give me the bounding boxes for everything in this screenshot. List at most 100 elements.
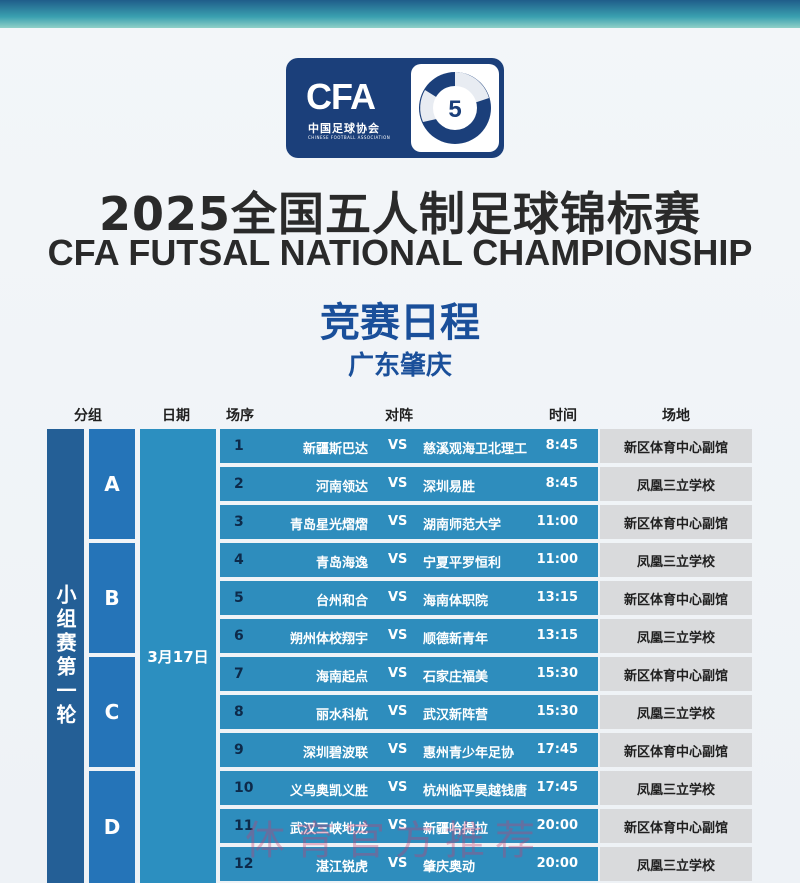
vs-label: VS bbox=[388, 742, 408, 757]
stage-cell: 小组赛第一轮 bbox=[47, 429, 84, 883]
home-team: 深圳碧波联 bbox=[302, 746, 368, 761]
match-row: 5 台州和合 VS 海南体职院 13:15 bbox=[220, 581, 598, 615]
away-team: 惠州青少年足协 bbox=[423, 746, 515, 761]
match-number: 2 bbox=[234, 476, 244, 492]
match-row: 10 义乌奥凯义胜 VS 杭州临平昊越钱唐 17:45 bbox=[220, 771, 598, 805]
away-team: 海南体职院 bbox=[423, 594, 489, 609]
match-time: 8:45 bbox=[545, 476, 578, 491]
match-time: 17:45 bbox=[536, 780, 578, 795]
match-row: 7 海南起点 VS 石家庄福美 15:30 bbox=[220, 657, 598, 691]
vs-label: VS bbox=[388, 438, 408, 453]
home-team: 义乌奥凯义胜 bbox=[289, 784, 368, 799]
match-venue: 新区体育中心副馆 bbox=[600, 581, 752, 615]
home-team: 海南起点 bbox=[315, 670, 368, 685]
match-number: 4 bbox=[234, 552, 244, 568]
away-team: 顺德新青年 bbox=[423, 632, 489, 647]
away-team: 武汉新阵营 bbox=[423, 708, 489, 723]
home-team: 湛江锐虎 bbox=[315, 860, 368, 875]
match-venue: 凤凰三立学校 bbox=[600, 695, 752, 729]
away-team: 深圳易胜 bbox=[423, 480, 476, 495]
header-venue: 场地 bbox=[662, 408, 690, 424]
match-venue: 新区体育中心副馆 bbox=[600, 809, 752, 843]
match-number: 8 bbox=[234, 704, 244, 720]
vs-label: VS bbox=[388, 628, 408, 643]
match-time: 15:30 bbox=[536, 704, 578, 719]
match-venue: 新区体育中心副馆 bbox=[600, 429, 752, 463]
home-team: 丽水科航 bbox=[315, 708, 368, 723]
away-team: 慈溪观海卫北理工 bbox=[423, 442, 528, 457]
vs-label: VS bbox=[388, 590, 408, 605]
match-venue: 凤凰三立学校 bbox=[600, 771, 752, 805]
away-team: 杭州临平昊越钱唐 bbox=[423, 784, 528, 799]
group-b-cell: B bbox=[89, 543, 135, 653]
vs-label: VS bbox=[388, 704, 408, 719]
header-group: 分组 bbox=[74, 408, 102, 424]
match-venue: 凤凰三立学校 bbox=[600, 847, 752, 881]
date-cell: 3月17日 bbox=[140, 429, 216, 883]
match-row: 9 深圳碧波联 VS 惠州青少年足协 17:45 bbox=[220, 733, 598, 767]
svg-text:5: 5 bbox=[448, 96, 461, 123]
vs-label: VS bbox=[388, 780, 408, 795]
vs-label: VS bbox=[388, 476, 408, 491]
match-row: 1 新疆斯巴达 VS 慈溪观海卫北理工 8:45 bbox=[220, 429, 598, 463]
away-team: 宁夏平罗恒利 bbox=[423, 556, 502, 571]
match-venue: 凤凰三立学校 bbox=[600, 543, 752, 577]
match-venue: 新区体育中心副馆 bbox=[600, 505, 752, 539]
match-number: 1 bbox=[234, 438, 244, 454]
home-team: 武汉三峡地龙 bbox=[289, 822, 368, 837]
match-time: 20:00 bbox=[536, 856, 578, 871]
vs-label: VS bbox=[388, 818, 408, 833]
match-venue: 新区体育中心副馆 bbox=[600, 733, 752, 767]
home-team: 河南领达 bbox=[315, 480, 368, 495]
match-time: 8:45 bbox=[545, 438, 578, 453]
vs-label: VS bbox=[388, 514, 408, 529]
match-time: 13:15 bbox=[536, 628, 578, 643]
match-number: 9 bbox=[234, 742, 244, 758]
title-chinese: 2025全国五人制足球锦标赛 bbox=[98, 187, 702, 241]
top-decor-bar bbox=[0, 0, 800, 28]
header-match: 对阵 bbox=[385, 408, 413, 424]
home-team: 朔州体校翔宇 bbox=[289, 632, 368, 647]
home-team: 新疆斯巴达 bbox=[302, 442, 368, 457]
header-date: 日期 bbox=[162, 408, 190, 424]
match-number: 7 bbox=[234, 666, 244, 682]
match-venue: 新区体育中心副馆 bbox=[600, 657, 752, 691]
title-english: CFA FUTSAL NATIONAL CHAMPIONSHIP bbox=[47, 232, 753, 273]
match-number: 10 bbox=[234, 780, 254, 796]
match-number: 12 bbox=[234, 856, 254, 872]
match-time: 11:00 bbox=[536, 514, 578, 529]
schedule-heading: 竞赛日程 bbox=[320, 300, 480, 346]
match-time: 20:00 bbox=[536, 818, 578, 833]
match-time: 11:00 bbox=[536, 552, 578, 567]
away-team: 肇庆奥动 bbox=[423, 860, 476, 875]
match-time: 17:45 bbox=[536, 742, 578, 757]
vs-label: VS bbox=[388, 552, 408, 567]
match-number: 6 bbox=[234, 628, 244, 644]
header-order: 场序 bbox=[226, 408, 254, 424]
vs-label: VS bbox=[388, 856, 408, 871]
match-time: 13:15 bbox=[536, 590, 578, 605]
away-team: 湖南师范大学 bbox=[423, 518, 502, 533]
match-row: 6 朔州体校翔宇 VS 顺德新青年 13:15 bbox=[220, 619, 598, 653]
match-time: 15:30 bbox=[536, 666, 578, 681]
match-number: 3 bbox=[234, 514, 244, 530]
match-row: 11 武汉三峡地龙 VS 新疆哈提拉 20:00 bbox=[220, 809, 598, 843]
home-team: 青岛海逸 bbox=[315, 556, 368, 571]
match-row: 3 青岛星光熠熠 VS 湖南师范大学 11:00 bbox=[220, 505, 598, 539]
cfa-logo-text: CFA bbox=[306, 76, 376, 117]
location-heading: 广东肇庆 bbox=[347, 351, 452, 381]
match-row: 4 青岛海逸 VS 宁夏平罗恒利 11:00 bbox=[220, 543, 598, 577]
match-number: 11 bbox=[234, 818, 254, 834]
match-number: 5 bbox=[234, 590, 244, 606]
vs-label: VS bbox=[388, 666, 408, 681]
cfa-futsal-logo: CFA 中国足球协会 CHINESE FOOTBALL ASSOCIATION … bbox=[286, 58, 504, 158]
group-d-cell: D bbox=[89, 771, 135, 883]
home-team: 台州和合 bbox=[315, 594, 368, 609]
away-team: 石家庄福美 bbox=[423, 670, 489, 685]
home-team: 青岛星光熠熠 bbox=[289, 518, 368, 533]
futsal-ball-emblem-icon: 5 bbox=[411, 64, 499, 152]
cfa-logo-en: CHINESE FOOTBALL ASSOCIATION bbox=[308, 135, 391, 140]
group-c-cell: C bbox=[89, 657, 135, 767]
match-venue: 凤凰三立学校 bbox=[600, 467, 752, 501]
group-a-cell: A bbox=[89, 429, 135, 539]
